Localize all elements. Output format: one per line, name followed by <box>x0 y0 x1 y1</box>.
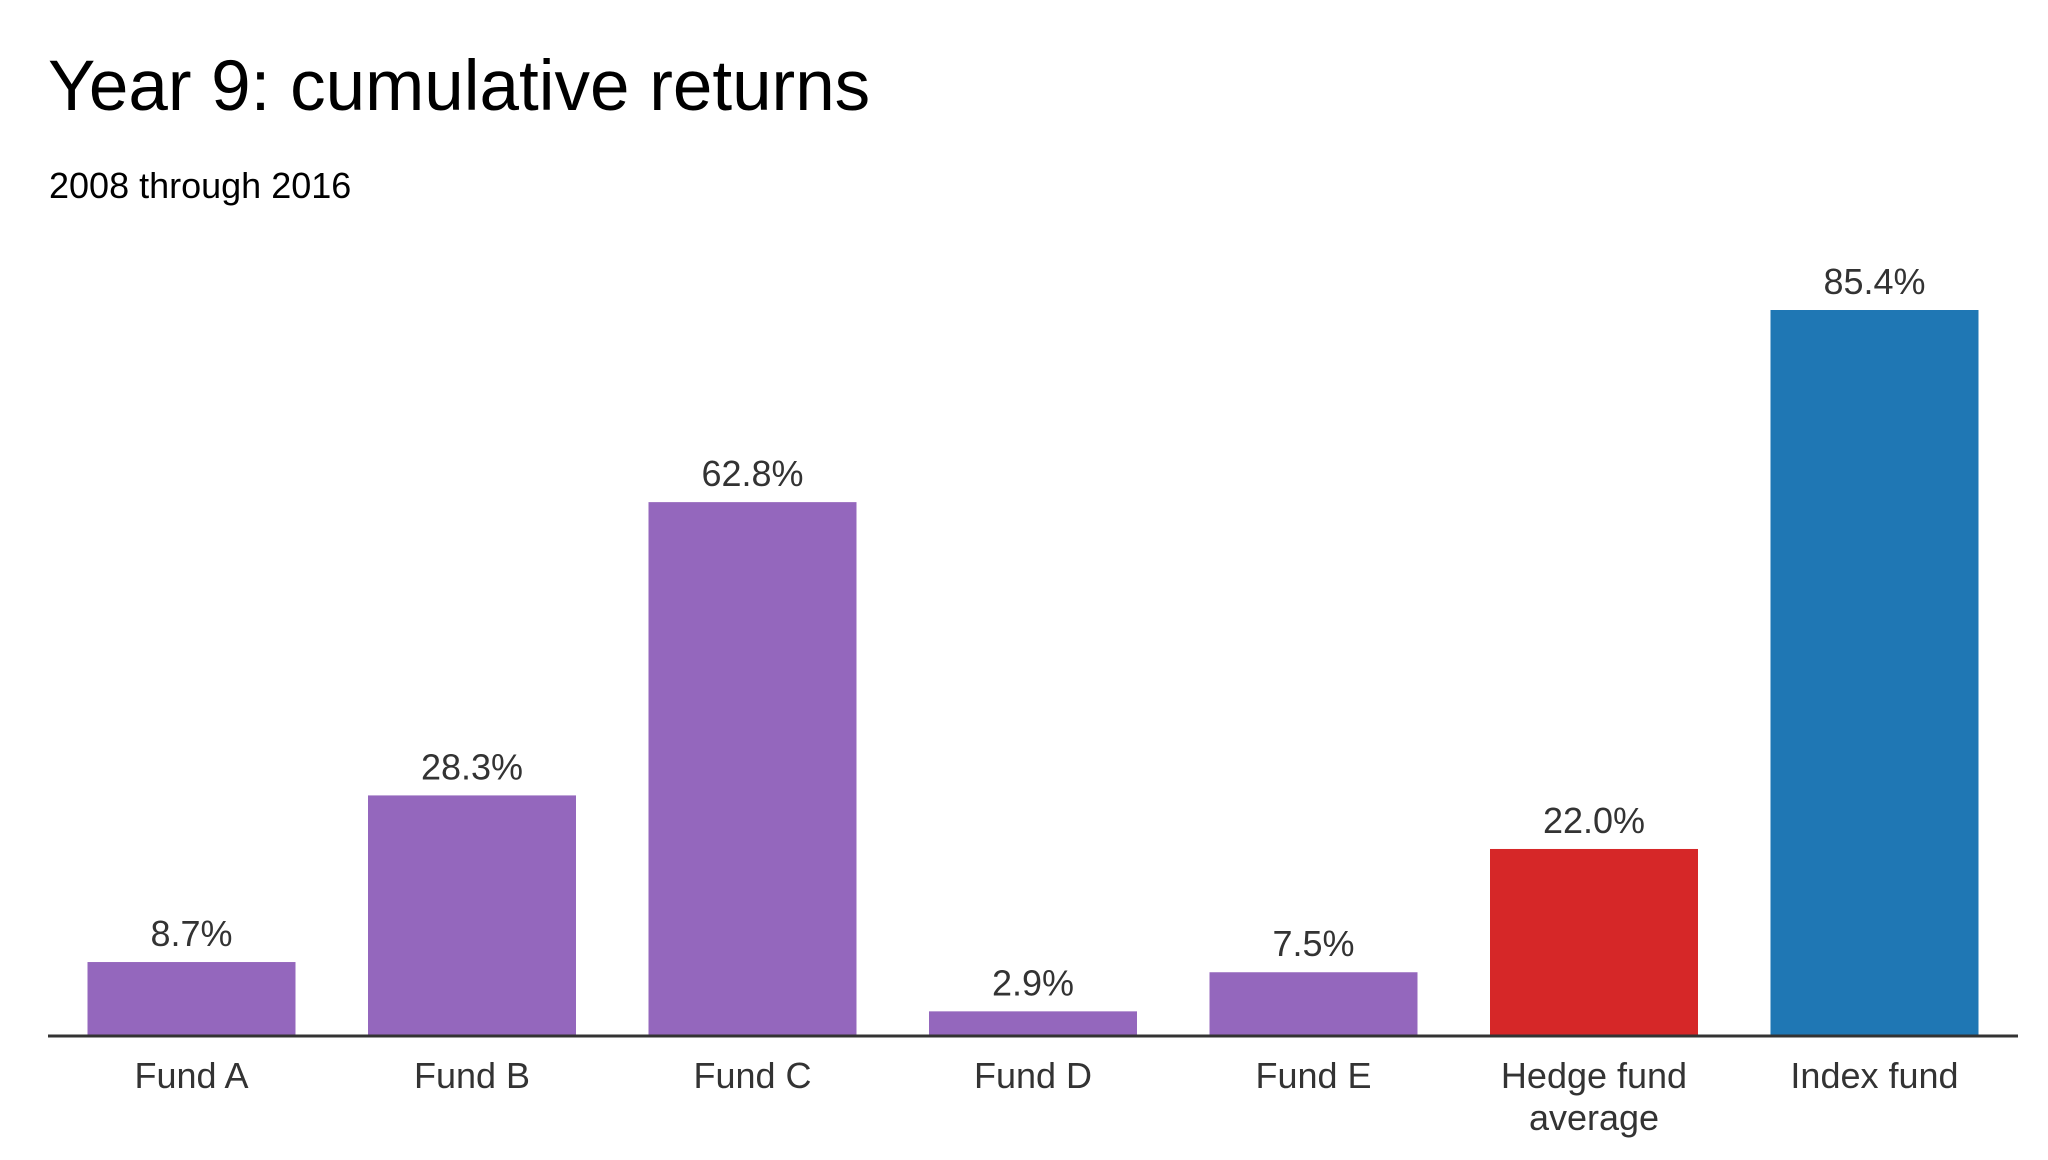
bar-1 <box>368 795 576 1036</box>
category-label-line: Fund D <box>974 1055 1092 1096</box>
bar-2 <box>648 502 857 1036</box>
category-label-line: Index fund <box>1790 1055 1958 1096</box>
bar-value-label: 8.7% <box>150 913 232 954</box>
bar-3 <box>929 1011 1137 1036</box>
bar-value-label: 85.4% <box>1823 261 1925 302</box>
chart-subtitle: 2008 through 2016 <box>49 165 352 206</box>
category-label: Fund A <box>134 1055 248 1096</box>
category-label-line: Fund E <box>1255 1055 1371 1096</box>
category-label-line: Fund B <box>414 1055 530 1096</box>
category-labels-layer: Fund A Fund B Fund C Fund D Fund E Hedge fund… <box>134 1055 1958 1138</box>
bar-6 <box>1770 310 1979 1036</box>
category-label: Fund E <box>1255 1055 1371 1096</box>
bar-0 <box>87 962 296 1036</box>
category-label: Fund C <box>693 1055 811 1096</box>
category-label: Fund B <box>414 1055 530 1096</box>
category-label: Hedge fund average <box>1501 1055 1687 1138</box>
value-labels-layer: 8.7% 28.3% 62.8% 2.9% 7.5% 22.0% 85.4% <box>150 261 1925 1003</box>
category-label-line: Fund C <box>693 1055 811 1096</box>
bar-5 <box>1490 848 1698 1036</box>
category-label: Fund D <box>974 1055 1092 1096</box>
category-label-line: average <box>1529 1097 1659 1138</box>
bar-value-label: 62.8% <box>701 453 803 494</box>
bar-value-label: 7.5% <box>1272 923 1354 964</box>
bar-value-label: 28.3% <box>421 746 523 787</box>
bar-4 <box>1209 972 1418 1036</box>
bars-layer <box>87 310 1979 1036</box>
category-label-line: Hedge fund <box>1501 1055 1687 1096</box>
category-label-line: Fund A <box>134 1055 248 1096</box>
chart-title: Year 9: cumulative returns <box>48 47 871 126</box>
bar-value-label: 22.0% <box>1543 800 1645 841</box>
bar-value-label: 2.9% <box>992 962 1074 1003</box>
category-label: Index fund <box>1790 1055 1958 1096</box>
